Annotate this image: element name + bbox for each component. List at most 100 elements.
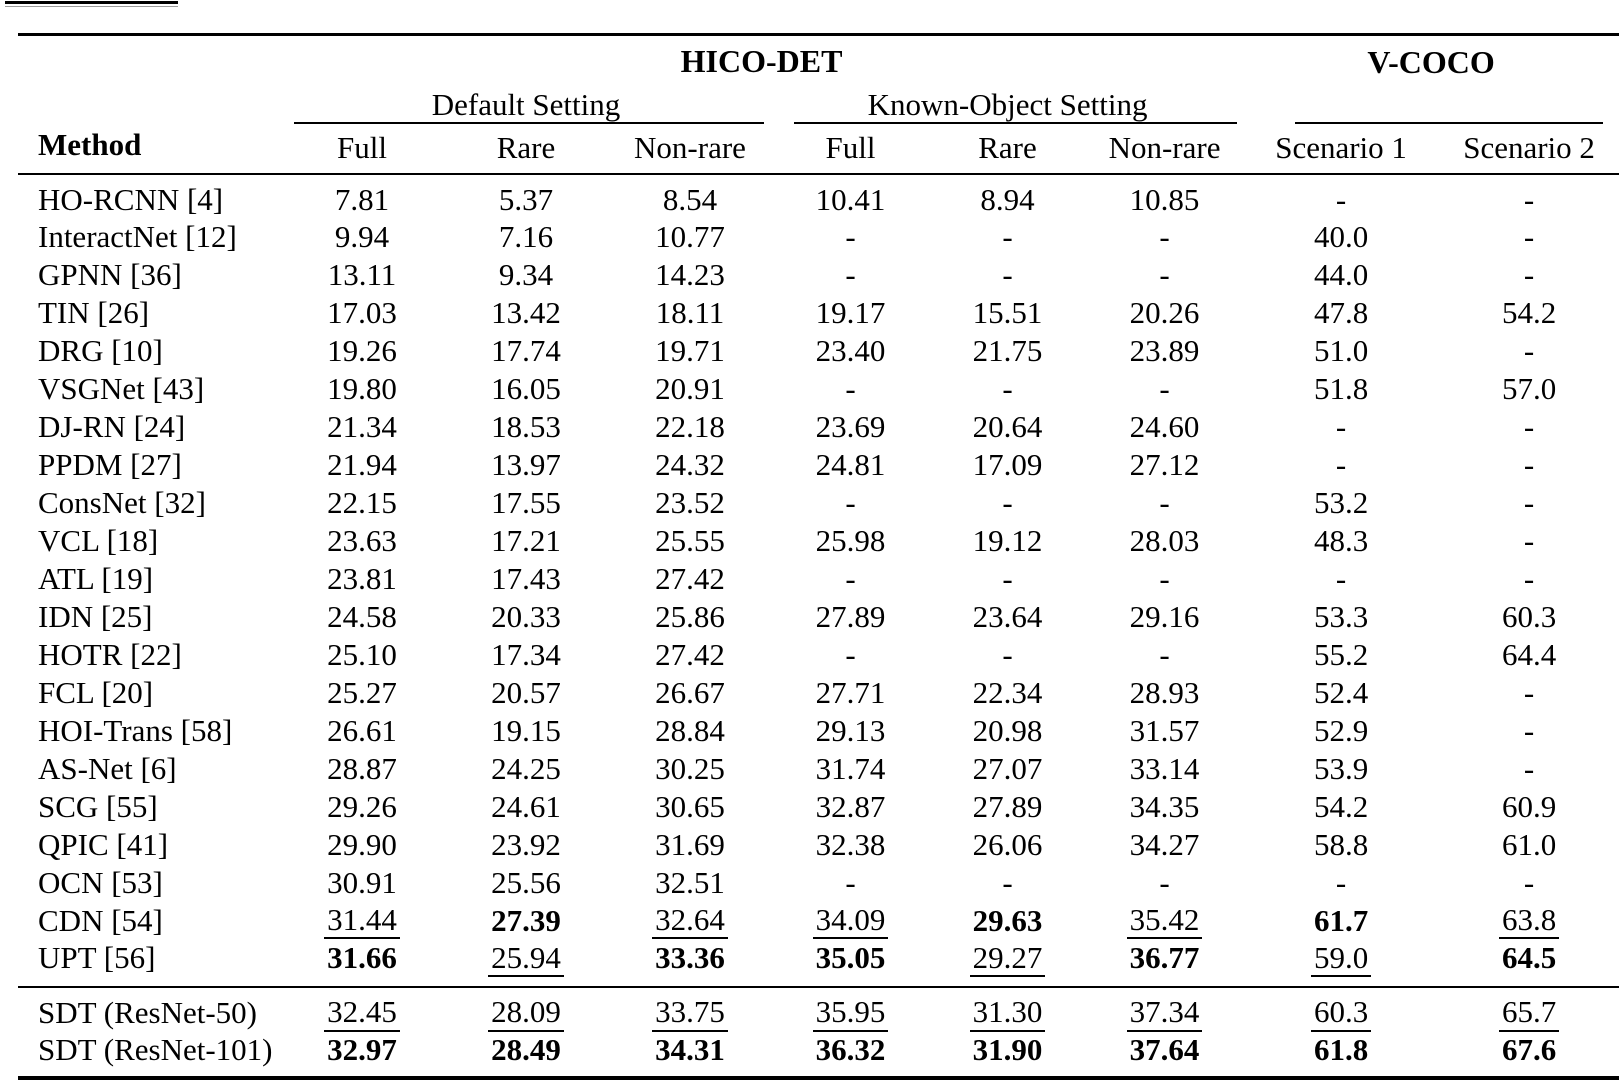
value-text: 24.25 — [491, 750, 561, 786]
value-cell: 51.0 — [1243, 332, 1439, 370]
value-text: - — [1523, 256, 1535, 292]
column-header-scenario-2: Scenario 2 — [1439, 123, 1620, 175]
value-text: 60.3 — [1310, 995, 1372, 1032]
value-cell: 19.17 — [772, 294, 929, 332]
value-text: 19.17 — [815, 294, 886, 330]
default-setting-rule — [294, 121, 764, 124]
value-text: 18.53 — [491, 408, 561, 444]
table-row: VCL [18] 23.63 17.21 25.55 25.98 19.12 28.03 48… — [18, 522, 1619, 560]
value-text: - — [1335, 446, 1347, 482]
value-text: 67.6 — [1501, 1031, 1557, 1067]
value-text: 35.42 — [1126, 903, 1203, 940]
value-text: 16.05 — [491, 370, 561, 406]
value-text: - — [1523, 750, 1535, 786]
value-text: 32.45 — [324, 995, 400, 1032]
value-cell: 23.92 — [444, 826, 608, 864]
method-cell: HO-RCNN [4] — [38, 181, 224, 217]
value-cell: 25.56 — [444, 864, 608, 902]
value-cell: 30.25 — [608, 750, 772, 788]
value-cell: 60.3 — [1439, 598, 1619, 636]
value-text: 21.34 — [327, 408, 397, 444]
value-text: 17.09 — [972, 446, 1043, 482]
value-text: 61.8 — [1313, 1031, 1369, 1067]
value-cell: 31.57 — [1086, 712, 1243, 750]
value-text: 25.86 — [655, 598, 725, 634]
value-text: - — [1159, 256, 1170, 292]
value-cell: - — [1439, 174, 1619, 218]
value-cell: - — [1439, 484, 1619, 522]
value-text: 32.64 — [652, 903, 728, 940]
value-text: 44.0 — [1313, 256, 1369, 292]
value-cell: 20.64 — [929, 408, 1086, 446]
value-cell: 27.89 — [929, 788, 1086, 826]
v-coco-rule — [1295, 121, 1604, 124]
value-cell: 65.7 — [1439, 987, 1619, 1032]
value-cell: 33.75 — [608, 987, 772, 1032]
value-cell: 34.35 — [1086, 788, 1243, 826]
value-cell: 17.03 — [280, 294, 444, 332]
table-row: SCG [55] 29.26 24.61 30.65 32.87 27.89 34.35 54… — [18, 788, 1619, 826]
value-text: 27.07 — [972, 750, 1043, 786]
value-text: 24.60 — [1129, 408, 1200, 444]
value-cell: - — [1086, 218, 1243, 256]
value-cell: 59.0 — [1243, 940, 1439, 988]
value-cell: 32.38 — [772, 826, 929, 864]
value-cell: 23.40 — [772, 332, 929, 370]
value-text: 26.67 — [655, 674, 725, 710]
value-cell: - — [1086, 484, 1243, 522]
value-text: 25.27 — [327, 674, 397, 710]
value-text: - — [1159, 370, 1170, 406]
value-cell: - — [772, 370, 929, 408]
value-text: - — [1523, 864, 1535, 900]
value-text: 20.57 — [491, 674, 561, 710]
method-cell: HOI-Trans [58] — [38, 712, 233, 748]
value-text: 25.98 — [815, 522, 886, 558]
value-cell: - — [1439, 560, 1619, 598]
column-header-method: Method — [18, 34, 280, 175]
value-text: 25.10 — [327, 636, 397, 672]
value-text: 20.98 — [972, 712, 1043, 748]
value-cell: - — [929, 370, 1086, 408]
value-cell: 29.26 — [280, 788, 444, 826]
value-text: 26.06 — [972, 826, 1043, 862]
value-cell: 17.21 — [444, 522, 608, 560]
value-text: 13.11 — [327, 256, 397, 292]
value-cell: 20.33 — [444, 598, 608, 636]
value-text: - — [1159, 864, 1170, 900]
known-object-setting-label: Known-Object Setting — [867, 87, 1148, 122]
value-text: 19.12 — [972, 522, 1043, 558]
value-cell: 32.97 — [280, 1032, 444, 1078]
value-text: - — [1159, 560, 1170, 596]
value-cell: 52.4 — [1243, 674, 1439, 712]
value-cell: 24.61 — [444, 788, 608, 826]
value-text: 28.87 — [327, 750, 397, 786]
value-text: 33.36 — [655, 940, 725, 976]
value-text: - — [845, 864, 856, 900]
value-text: 23.52 — [655, 484, 725, 520]
value-cell: - — [1439, 408, 1619, 446]
value-cell: 54.2 — [1439, 294, 1619, 332]
value-text: - — [1002, 218, 1013, 254]
value-cell: 35.95 — [772, 987, 929, 1032]
table-row: PPDM [27] 21.94 13.97 24.32 24.81 17.09 27.12 -… — [18, 446, 1619, 484]
value-cell: - — [1439, 674, 1619, 712]
value-text: - — [1335, 181, 1347, 217]
value-cell: 64.4 — [1439, 636, 1619, 674]
value-cell: 29.16 — [1086, 598, 1243, 636]
table-row: DRG [10] 19.26 17.74 19.71 23.40 21.75 23.89 51… — [18, 332, 1619, 370]
value-cell: 19.12 — [929, 522, 1086, 560]
value-text: 20.64 — [972, 408, 1043, 444]
value-cell: 13.42 — [444, 294, 608, 332]
value-text: - — [845, 484, 856, 520]
value-text: 51.8 — [1313, 370, 1369, 406]
value-cell: 31.69 — [608, 826, 772, 864]
value-cell: 28.49 — [444, 1032, 608, 1078]
value-cell: 17.55 — [444, 484, 608, 522]
value-cell: - — [1243, 408, 1439, 446]
value-cell: 24.81 — [772, 446, 929, 484]
method-cell: TIN [26] — [38, 294, 150, 330]
value-text: 32.51 — [655, 864, 725, 900]
value-cell: - — [929, 864, 1086, 902]
value-text: 28.84 — [655, 712, 725, 748]
value-text: 5.37 — [498, 181, 554, 217]
